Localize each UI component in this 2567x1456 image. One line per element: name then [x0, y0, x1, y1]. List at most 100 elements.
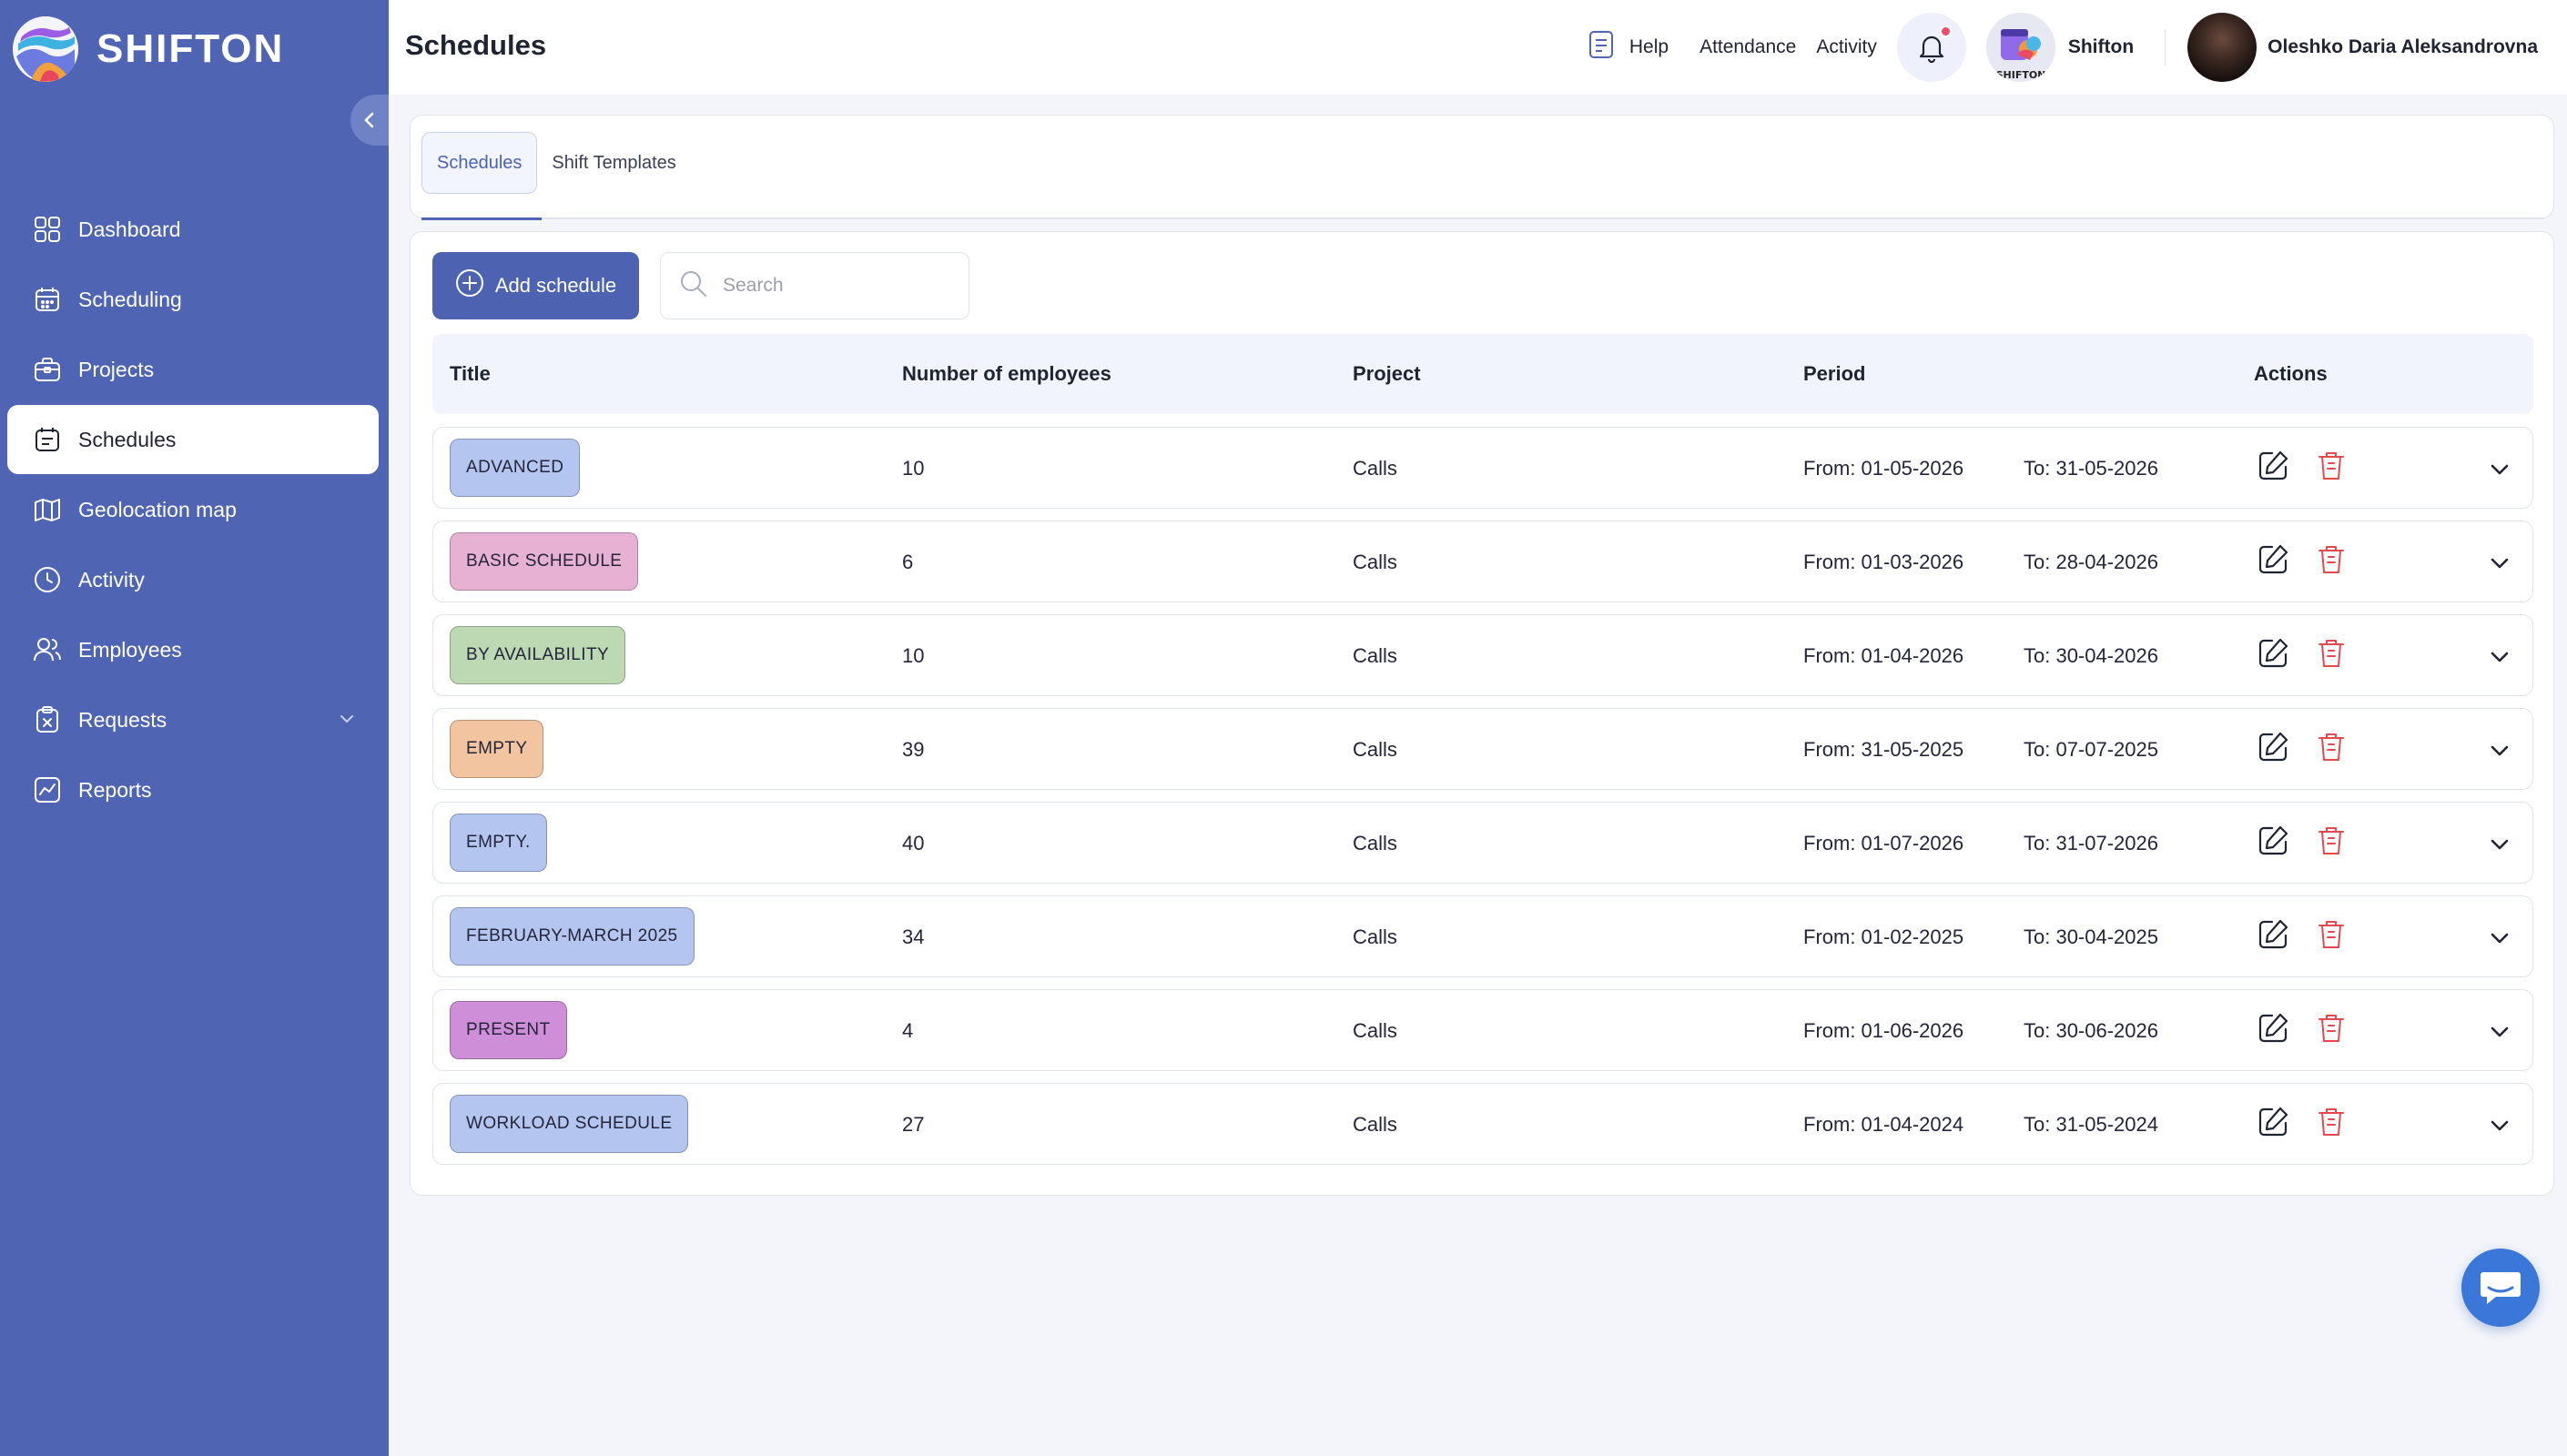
employees-count: 10 — [902, 457, 925, 480]
edit-icon[interactable] — [2255, 1104, 2291, 1140]
schedule-title-tag[interactable]: PRESENT — [450, 1001, 567, 1059]
table-row[interactable]: PRESENT 4 Calls From: 01-06-2026 To: 30-06-2… — [432, 989, 2533, 1071]
edit-icon[interactable] — [2255, 635, 2291, 672]
search-icon — [679, 269, 708, 303]
sidebar-item-employees[interactable]: Employees — [7, 615, 379, 684]
activity-link[interactable]: Activity — [1816, 36, 1877, 57]
chevron-down-icon[interactable] — [2483, 922, 2516, 955]
period-to: To: 31-05-2026 — [2024, 457, 2158, 480]
project-name: Calls — [1353, 457, 1397, 480]
sidebar-item-label: Requests — [78, 707, 167, 732]
attendance-link[interactable]: Attendance — [1699, 36, 1797, 57]
chevron-down-icon[interactable] — [2483, 547, 2516, 580]
table-row[interactable]: ADVANCED 10 Calls From: 01-05-2026 To: 31-05… — [432, 427, 2533, 509]
table-row[interactable]: FEBRUARY-MARCH 2025 34 Calls From: 01-02-20… — [432, 895, 2533, 977]
delete-icon[interactable] — [2313, 635, 2349, 672]
schedule-title-tag[interactable]: WORKLOAD SCHEDULE — [450, 1095, 689, 1153]
schedule-title-tag[interactable]: ADVANCED — [450, 439, 581, 497]
tab-schedules[interactable]: Schedules — [421, 132, 538, 194]
column-header-period[interactable]: Period — [1803, 362, 1866, 385]
collapse-sidebar-button[interactable] — [350, 95, 389, 146]
column-header-title[interactable]: Title — [450, 362, 491, 385]
chevron-down-icon[interactable] — [2483, 453, 2516, 486]
sidebar-nav: Dashboard Scheduling Projects Schedules … — [7, 195, 379, 825]
sidebar-item-dashboard[interactable]: Dashboard — [7, 195, 379, 264]
edit-icon[interactable] — [2255, 1010, 2291, 1046]
sidebar-item-label: Activity — [78, 567, 145, 592]
delete-icon[interactable] — [2313, 448, 2349, 484]
chevron-down-icon[interactable] — [337, 709, 357, 733]
dashboard-icon — [31, 213, 64, 246]
chevron-down-icon[interactable] — [2483, 828, 2516, 861]
edit-icon[interactable] — [2255, 823, 2291, 859]
users-icon — [31, 633, 64, 666]
sidebar-item-requests[interactable]: Requests — [7, 685, 379, 754]
sidebar-item-projects[interactable]: Projects — [7, 335, 379, 404]
column-header-employees[interactable]: Number of employees — [902, 362, 1111, 385]
table-row[interactable]: EMPTY. 40 Calls From: 01-07-2026 To: 31-07-2… — [432, 802, 2533, 884]
period-from: From: 31-05-2025 — [1803, 738, 1964, 761]
avatar — [2187, 13, 2258, 82]
user-menu[interactable]: Oleshko Daria Aleksandrovna — [2187, 13, 2538, 82]
sidebar-item-label: Schedules — [78, 427, 177, 451]
period-from: From: 01-04-2024 — [1803, 1113, 1964, 1136]
schedule-title-tag[interactable]: EMPTY. — [450, 814, 547, 872]
chat-button[interactable] — [2461, 1249, 2540, 1327]
schedule-title-tag[interactable]: FEBRUARY-MARCH 2025 — [450, 907, 695, 966]
briefcase-icon — [31, 353, 64, 386]
company-avatar: SHIFTON — [1985, 13, 2055, 82]
table-row[interactable]: WORKLOAD SCHEDULE 27 Calls From: 01-04-2024… — [432, 1083, 2533, 1165]
schedule-title-tag[interactable]: EMPTY — [450, 720, 544, 778]
delete-icon[interactable] — [2313, 916, 2349, 953]
tab-shift-templates[interactable]: Shift Templates — [552, 152, 676, 173]
edit-icon[interactable] — [2255, 541, 2291, 578]
schedules-card: Add schedule Title Number of employees P… — [410, 231, 2554, 1196]
delete-icon[interactable] — [2313, 1010, 2349, 1046]
search-input[interactable] — [723, 275, 959, 297]
edit-icon[interactable] — [2255, 448, 2291, 484]
tabs-card: Schedules Shift Templates — [410, 115, 2554, 220]
period-from: From: 01-03-2026 — [1803, 551, 1964, 573]
period-to: To: 31-07-2026 — [2024, 832, 2158, 854]
document-icon — [1588, 30, 1615, 65]
schedule-title-tag[interactable]: BY AVAILABILITY — [450, 626, 626, 684]
table-row[interactable]: BY AVAILABILITY 10 Calls From: 01-04-2026 To… — [432, 614, 2533, 696]
delete-icon[interactable] — [2313, 823, 2349, 859]
logo[interactable]: SHIFTON — [13, 16, 284, 82]
divider — [2165, 29, 2166, 66]
table-row[interactable]: EMPTY 39 Calls From: 31-05-2025 To: 07-07-20… — [432, 708, 2533, 790]
delete-icon[interactable] — [2313, 729, 2349, 765]
page-title: Schedules — [405, 29, 547, 61]
sidebar-item-geolocation-map[interactable]: Geolocation map — [7, 475, 379, 544]
sidebar-item-label: Employees — [78, 637, 182, 662]
sidebar-item-schedules[interactable]: Schedules — [7, 405, 379, 474]
period-from: From: 01-07-2026 — [1803, 832, 1964, 854]
logo-text: SHIFTON — [96, 26, 285, 71]
edit-icon[interactable] — [2255, 729, 2291, 765]
period-to: To: 28-04-2026 — [2024, 551, 2158, 573]
chevron-down-icon[interactable] — [2483, 641, 2516, 673]
add-schedule-button[interactable]: Add schedule — [432, 252, 639, 319]
period-to: To: 31-05-2024 — [2024, 1113, 2158, 1136]
delete-icon[interactable] — [2313, 541, 2349, 578]
sidebar-item-reports[interactable]: Reports — [7, 755, 379, 824]
sidebar-item-scheduling[interactable]: Scheduling — [7, 265, 379, 334]
employees-count: 6 — [902, 551, 914, 573]
help-link[interactable]: Help — [1588, 30, 1669, 65]
schedule-title-tag[interactable]: BASIC SCHEDULE — [450, 532, 639, 591]
chevron-down-icon[interactable] — [2483, 1109, 2516, 1142]
delete-icon[interactable] — [2313, 1104, 2349, 1140]
table-row[interactable]: BASIC SCHEDULE 6 Calls From: 01-03-2026 To: … — [432, 521, 2533, 602]
topbar-actions: Help Attendance Activity SHIFTON Shifton — [1588, 0, 2567, 95]
company-name: Shifton — [2067, 36, 2135, 57]
notifications-button[interactable] — [1896, 13, 1966, 82]
column-header-project[interactable]: Project — [1353, 362, 1421, 385]
clock-icon — [31, 563, 64, 596]
chevron-left-icon — [364, 112, 374, 128]
add-schedule-label: Add schedule — [494, 274, 617, 297]
sidebar-item-activity[interactable]: Activity — [7, 545, 379, 614]
company-switcher[interactable]: SHIFTON Shifton — [1985, 13, 2135, 82]
chevron-down-icon[interactable] — [2483, 734, 2516, 767]
edit-icon[interactable] — [2255, 916, 2291, 953]
chevron-down-icon[interactable] — [2483, 1016, 2516, 1048]
